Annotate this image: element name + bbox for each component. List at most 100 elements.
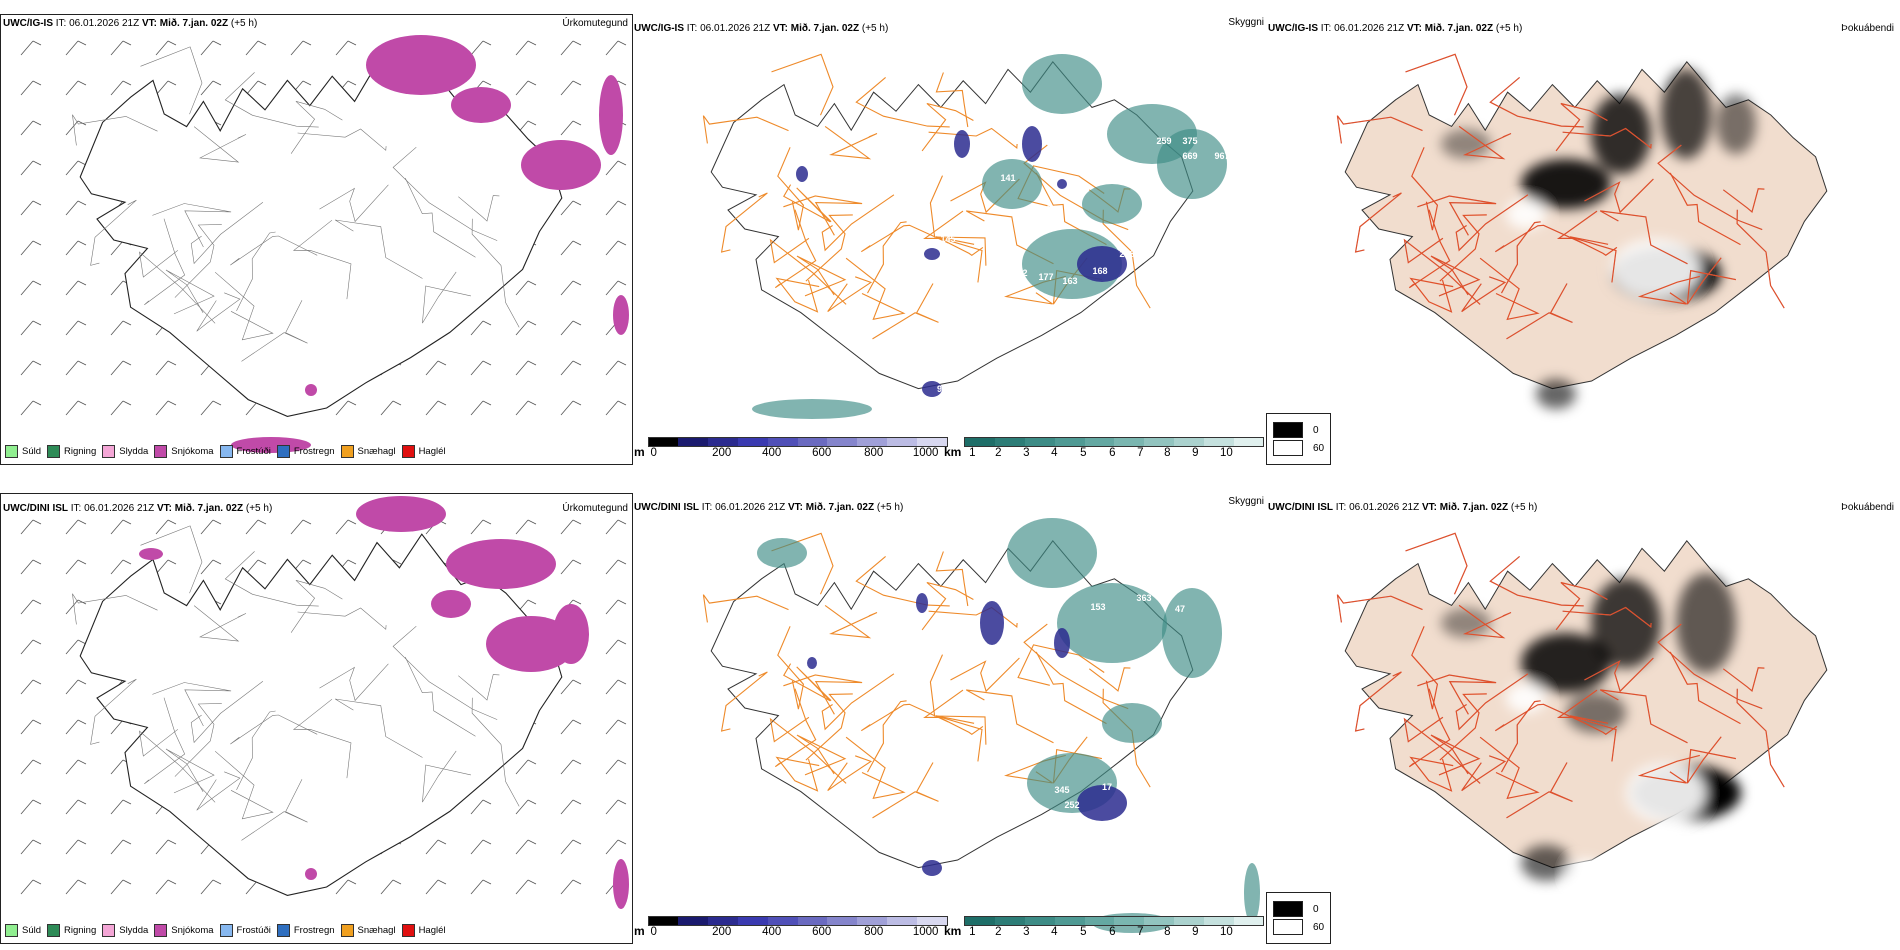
wind-barb xyxy=(605,679,627,695)
wind-barb xyxy=(155,360,177,376)
snow-area xyxy=(356,496,446,532)
wind-barb xyxy=(425,360,447,376)
precip-map-svg-row1 xyxy=(20,35,629,453)
scale-segment xyxy=(1114,917,1145,925)
lead-time: (+5 h) xyxy=(245,503,273,514)
wind-barb xyxy=(560,400,582,416)
legend-swatch xyxy=(340,924,354,937)
wind-barb xyxy=(200,559,222,575)
road-line xyxy=(1035,651,1107,725)
it-value: 06.01.2026 21Z xyxy=(84,503,155,514)
tick-label: 400 xyxy=(762,926,782,938)
road-line xyxy=(1354,192,1402,253)
wind-barb xyxy=(65,320,87,336)
road-line xyxy=(1455,673,1529,731)
precip-legend-item: Frostregn xyxy=(276,445,335,458)
road-line xyxy=(1599,689,1688,744)
precip-legend-item: Frostúði xyxy=(219,445,271,458)
road-line xyxy=(196,292,241,332)
fog-title: Þokuábendi xyxy=(1841,23,1894,34)
road-line xyxy=(335,698,423,758)
wind-barb xyxy=(560,799,582,815)
high-elevation-area xyxy=(916,593,928,613)
tick-label: 9 xyxy=(1192,447,1199,459)
road-line xyxy=(1405,53,1468,116)
road-line xyxy=(855,76,950,128)
elevation-ticks: 0 200 400 600 800 1000 xyxy=(648,447,948,461)
it-value: 06.01.2026 21Z xyxy=(69,18,140,29)
wind-barb xyxy=(605,280,627,296)
road-line xyxy=(292,219,352,300)
road-line xyxy=(140,525,203,594)
high-elevation-area xyxy=(1057,179,1067,189)
elevation-color-scale xyxy=(647,437,948,447)
tick-label: 600 xyxy=(812,447,832,459)
wind-barb xyxy=(65,120,87,136)
road-line xyxy=(827,276,873,313)
tick-label: 2 xyxy=(995,447,1002,459)
visibility-value-label: 145 xyxy=(940,234,955,244)
wind-barb xyxy=(20,519,42,535)
vt-label: VT: xyxy=(1406,23,1422,34)
visibility-value-label: 153 xyxy=(1090,602,1105,612)
scale-segment xyxy=(1144,917,1174,925)
wind-barb xyxy=(65,719,87,735)
road-line xyxy=(335,219,423,279)
visibility-value-label: 967 xyxy=(1214,151,1229,161)
scale-segment xyxy=(708,917,739,925)
road-line xyxy=(190,201,264,265)
wind-barb xyxy=(605,799,627,815)
scale-segment xyxy=(1084,438,1115,446)
road-line xyxy=(90,199,137,266)
wind-barb xyxy=(605,400,627,416)
road-line xyxy=(392,146,498,241)
road-line xyxy=(821,194,895,252)
high-elevation-area xyxy=(1077,785,1127,821)
high-elevation-area xyxy=(1054,628,1070,658)
fog-legend-item: 0 xyxy=(1273,422,1324,438)
visibility-value-label: 17 xyxy=(1102,782,1112,792)
road-line xyxy=(783,663,832,702)
road-line xyxy=(1669,172,1741,246)
visibility-map-row2: 153 363 47 165 345 252 17 UWC/DINI ISL IT: 06.… xyxy=(632,493,1266,943)
scale-segment xyxy=(1233,438,1264,446)
wind-barb xyxy=(560,679,582,695)
wind-barb xyxy=(20,360,42,376)
tick-label: 6 xyxy=(1109,926,1116,938)
wind-barb xyxy=(290,40,312,56)
model-name: UWC/DINI ISL xyxy=(634,502,699,513)
wind-barb xyxy=(65,759,87,775)
wind-barb xyxy=(560,360,582,376)
road-line xyxy=(769,716,847,784)
model-name: UWC/IG-IS xyxy=(1268,23,1318,34)
road-line xyxy=(1569,236,1618,257)
fog-map-row1: UWC/IG-IS IT: 06.01.2026 21Z VT: Mið. 7.… xyxy=(1266,14,1900,464)
model-name: UWC/IG-IS xyxy=(3,18,53,29)
visibility-value-label: 375 xyxy=(1182,136,1197,146)
wind-barb xyxy=(155,80,177,96)
low-visibility-area xyxy=(1082,184,1142,224)
scale-segment xyxy=(857,438,888,446)
road-line xyxy=(422,271,471,324)
wind-barb xyxy=(560,519,582,535)
scale-segment xyxy=(827,917,858,925)
visibility-value-label: 168 xyxy=(1092,266,1107,276)
wind-barb xyxy=(515,839,537,855)
road-line xyxy=(224,551,319,607)
road-line xyxy=(1430,734,1481,776)
wind-barb xyxy=(515,400,537,416)
wind-barb xyxy=(245,519,267,535)
road-line xyxy=(1411,626,1439,710)
road-line xyxy=(860,224,949,253)
tick-label: 800 xyxy=(864,447,884,459)
tick-label: 9 xyxy=(1192,926,1199,938)
wind-barb xyxy=(20,879,42,895)
road-line xyxy=(1736,209,1785,309)
visibility-value-label: 163 xyxy=(1062,276,1077,286)
scale-segment xyxy=(648,917,679,925)
elevation-colorbar-row2: m 0 200 400 600 800 1000 xyxy=(634,916,948,940)
legend-swatch xyxy=(219,445,233,458)
wind-barb xyxy=(470,40,492,56)
high-elevation-area xyxy=(922,381,942,397)
wind-barb xyxy=(515,360,537,376)
